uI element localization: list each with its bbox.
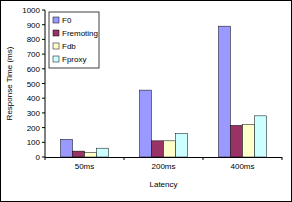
y-tick: [42, 68, 45, 69]
bar: [85, 153, 97, 157]
bar: [97, 148, 109, 157]
y-tick-label: 900: [27, 21, 41, 30]
y-tick: [42, 112, 45, 113]
legend-box: [49, 12, 99, 68]
bar: [61, 139, 73, 157]
legend-label: Fremoting: [62, 29, 98, 38]
y-tick: [42, 98, 45, 99]
bar: [164, 141, 176, 157]
x-tick-label: 200ms: [151, 162, 175, 171]
y-tick-label: 400: [27, 94, 41, 103]
y-axis-label: Response Time (ms): [5, 46, 14, 120]
y-tick-label: 800: [27, 35, 41, 44]
x-tick: [203, 157, 204, 160]
legend-swatch: [53, 30, 59, 36]
bar: [231, 125, 243, 157]
legend-label: Fproxy: [62, 55, 86, 64]
chart-frame: [1, 1, 292, 202]
y-tick-label: 600: [27, 65, 41, 74]
y-tick: [42, 142, 45, 143]
legend-swatch: [53, 56, 59, 62]
y-tick: [42, 39, 45, 40]
bar: [152, 141, 164, 157]
x-tick: [45, 157, 46, 160]
chart: 0 100 200 300 400 500 600 700 800 900 1000 50ms 200m…: [0, 0, 292, 202]
x-axis-label: Latency: [149, 180, 177, 189]
legend-label: F0: [62, 16, 72, 25]
y-tick-label: 0: [36, 153, 41, 162]
y-tick: [42, 127, 45, 128]
y-tick-label: 500: [27, 80, 41, 89]
y-tick-label: 700: [27, 50, 41, 59]
x-tick: [124, 157, 125, 160]
bar: [73, 151, 85, 157]
legend-label: Fdb: [62, 42, 76, 51]
y-tick-label: 200: [27, 124, 41, 133]
y-tick: [42, 54, 45, 55]
legend-swatch: [53, 17, 59, 23]
legend-swatch: [53, 43, 59, 49]
y-tick: [42, 83, 45, 84]
x-axis: [45, 157, 282, 158]
y-tick-label: 1000: [22, 6, 40, 15]
bar: [140, 90, 152, 157]
x-tick: [282, 157, 283, 160]
x-tick-label: 50ms: [75, 162, 95, 171]
plot-area: [45, 10, 282, 157]
bar: [176, 133, 188, 157]
y-tick-label: 300: [27, 109, 41, 118]
bar: [219, 26, 231, 157]
y-tick-label: 100: [27, 138, 41, 147]
y-tick: [42, 24, 45, 25]
x-tick-label: 400ms: [230, 162, 254, 171]
bar: [243, 125, 255, 157]
y-tick: [42, 10, 45, 11]
bar: [255, 116, 267, 157]
